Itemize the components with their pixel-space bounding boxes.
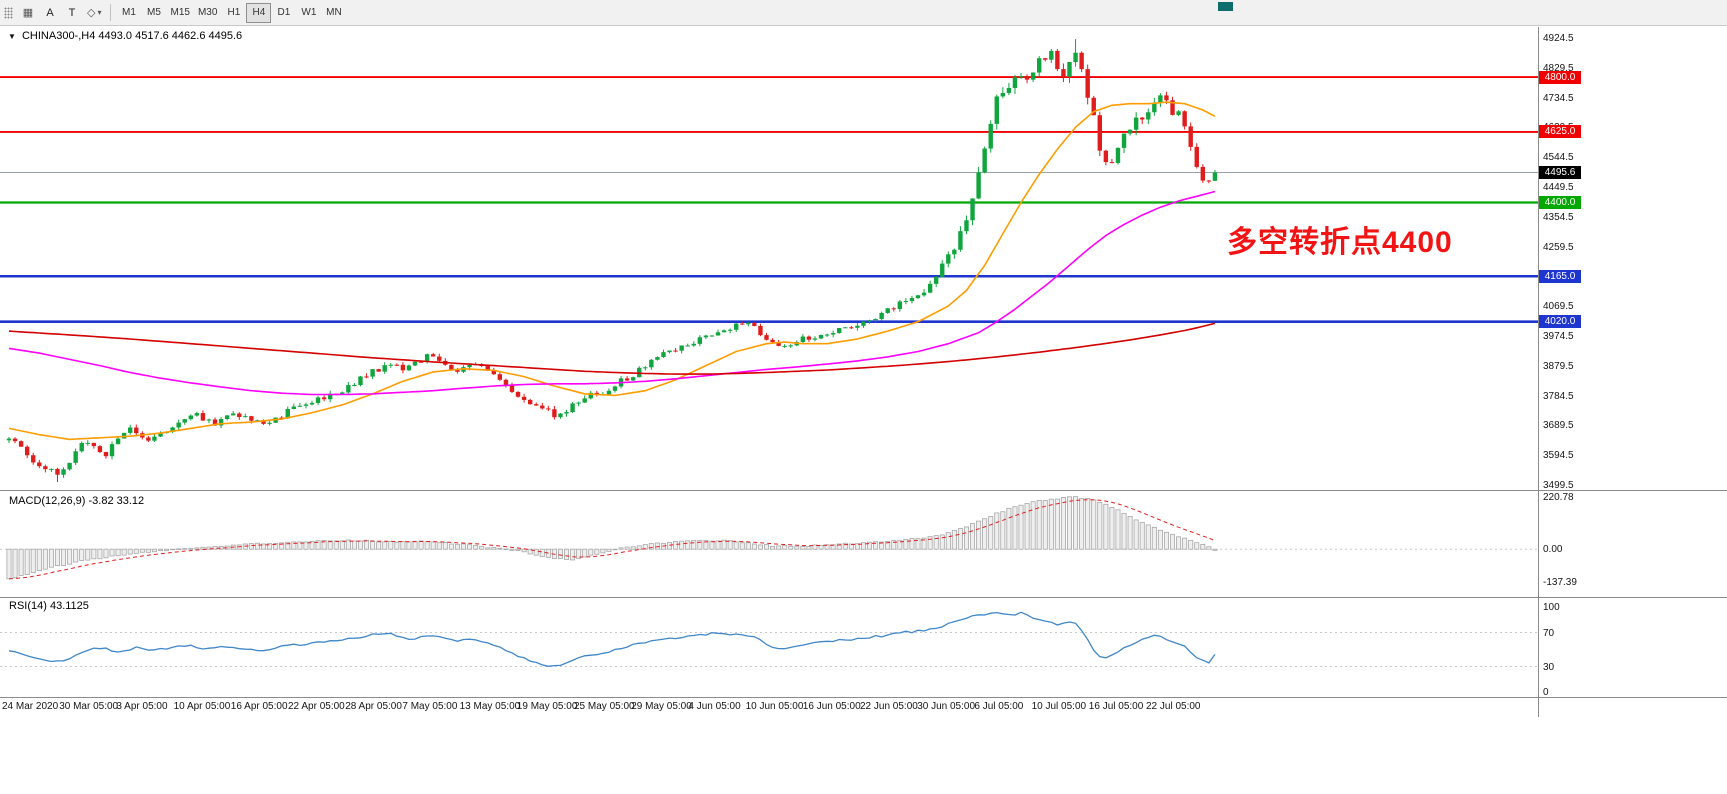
timeframe-button-MN[interactable]: MN — [321, 3, 346, 23]
price-axis-label: 3974.5 — [1543, 331, 1574, 342]
time-axis-label: 19 May 05:00 — [516, 701, 578, 712]
font-tool-label: A — [46, 6, 54, 19]
grid-icon: ▦ — [22, 7, 34, 19]
panel-borders — [0, 27, 1727, 717]
price-level-badge[interactable]: 4800.0 — [1539, 70, 1581, 84]
price-axis-label: 4924.5 — [1543, 33, 1574, 44]
moving-averages-layer — [8, 101, 1216, 441]
time-axis-label: 7 May 05:00 — [402, 701, 458, 712]
macd-title: MACD(12,26,9) -3.82 33.12 — [9, 495, 144, 507]
time-axis-label: 10 Jun 05:00 — [745, 701, 804, 712]
timeframe-button-M30[interactable]: M30 — [194, 3, 221, 23]
time-axis-label: 28 Apr 05:00 — [345, 701, 402, 712]
rsi-axis-label: 100 — [1543, 602, 1560, 613]
rsi-axis-label: 0 — [1543, 687, 1549, 698]
time-axis-label: 16 Jun 05:00 — [802, 701, 861, 712]
time-axis-label: 24 Mar 2020 — [2, 701, 59, 712]
tick-grid-button[interactable]: ▦ — [17, 3, 39, 23]
price-axis-label: 4449.5 — [1543, 182, 1574, 193]
macd-axis-label: 0.00 — [1543, 544, 1563, 556]
price-axis-label: 4544.5 — [1543, 152, 1574, 164]
timeframe-button-H1[interactable]: H1 — [221, 3, 246, 23]
time-axis-label: 10 Jul 05:00 — [1031, 701, 1087, 712]
timeframe-button-D1[interactable]: D1 — [271, 3, 296, 23]
price-axis-label: 4734.5 — [1543, 92, 1574, 104]
ohlc-values: 4493.0 4517.6 4462.6 4495.6 — [98, 30, 243, 42]
time-axis-label: 22 Jun 05:00 — [860, 701, 918, 712]
time-axis-label: 25 May 05:00 — [574, 701, 635, 712]
time-axis-label: 30 Mar 05:00 — [59, 701, 119, 712]
time-axis-label: 29 May 05:00 — [631, 701, 692, 712]
time-axis-label: 22 Apr 05:00 — [288, 701, 345, 712]
rsi-axis-label: 30 — [1543, 661, 1555, 673]
price-axis-label: 3499.5 — [1543, 480, 1574, 491]
text-tool-button[interactable]: T — [61, 3, 83, 23]
macd-signal-line — [8, 499, 1216, 580]
ma-slow — [8, 322, 1216, 375]
timeframe-button-H4[interactable]: H4 — [246, 2, 272, 23]
ma-mid — [8, 190, 1216, 396]
rsi-value: 43.1125 — [49, 600, 89, 612]
time-axis-label: 4 Jun 05:00 — [688, 701, 741, 712]
price-axis-label: 3784.5 — [1543, 390, 1574, 402]
rsi-line — [8, 611, 1216, 667]
timeframe-button-M15[interactable]: M15 — [166, 3, 193, 23]
rsi-layer — [8, 611, 1216, 667]
rsi-title: RSI(14) 43.1125 — [9, 600, 89, 612]
macd-label: MACD(12,26,9) — [9, 495, 86, 507]
shapes-icon: ◇ — [87, 7, 96, 19]
price-axis-label: 4829.5 — [1543, 62, 1574, 74]
font-tool-button[interactable]: A — [39, 3, 61, 23]
shapes-dropdown-button[interactable]: ◇ ▾ — [83, 3, 105, 23]
timeframe-group: M1 M5 M15 M30 H1 H4 D1 W1 MN — [116, 2, 346, 23]
time-axis-label: 30 Jun 05:00 — [917, 701, 976, 712]
time-axis-label: 10 Apr 05:00 — [173, 701, 231, 712]
level-lines — [0, 76, 1538, 324]
timeframe-button-M1[interactable]: M1 — [116, 3, 141, 23]
price-level-badge[interactable]: 4165.0 — [1539, 269, 1581, 283]
price-axis-label: 4354.5 — [1543, 211, 1574, 223]
time-axis-label: 6 Jul 05:00 — [974, 701, 1024, 712]
toolbar: ▦ A T ◇ ▾ M1 M5 M15 M30 H1 H4 D1 W1 MN — [0, 0, 1727, 26]
price-level-badge[interactable]: 4625.0 — [1539, 125, 1581, 139]
chevron-down-icon: ▾ — [97, 8, 102, 17]
text-tool-label: T — [68, 6, 76, 19]
current-price-badge: 4495.6 — [1539, 166, 1581, 179]
annotation-text: 多空转折点4400 — [1227, 226, 1453, 259]
price-axis-label: 3879.5 — [1543, 360, 1574, 372]
toolbar-separator — [110, 4, 112, 21]
price-axis-label: 4259.5 — [1543, 241, 1574, 253]
time-axis-label: 3 Apr 05:00 — [116, 701, 168, 712]
symbol-period-label: CHINA300-,H4 — [21, 30, 96, 42]
indicator-reference-lines — [0, 548, 1538, 667]
toolbar-drag-handle[interactable] — [4, 6, 13, 19]
rsi-axis-label: 70 — [1543, 627, 1555, 639]
rsi-label: RSI(14) — [9, 600, 47, 612]
candles-layer — [6, 39, 1218, 483]
price-axis-label: 3689.5 — [1543, 420, 1574, 432]
macd-values: -3.82 33.12 — [88, 495, 145, 507]
timeframe-button-W1[interactable]: W1 — [296, 3, 321, 23]
timeframe-button-M5[interactable]: M5 — [141, 3, 166, 23]
chart-shift-marker — [1218, 2, 1233, 11]
symbol-dropdown-icon[interactable]: ▼ — [8, 32, 16, 41]
macd-axis-label: -137.39 — [1543, 576, 1577, 588]
price-axis-label: 4069.5 — [1543, 301, 1574, 313]
macd-layer — [6, 496, 1218, 580]
time-axis-label: 16 Apr 05:00 — [230, 701, 288, 712]
macd-axis-label: 220.78 — [1543, 492, 1574, 503]
time-axis-label: 16 Jul 05:00 — [1088, 701, 1144, 712]
price-axis-label: 3594.5 — [1543, 450, 1574, 462]
ma-fast — [8, 101, 1216, 441]
price-level-badge[interactable]: 4020.0 — [1539, 315, 1581, 329]
price-level-badge[interactable]: 4400.0 — [1539, 196, 1581, 209]
time-axis-label: 22 Jul 05:00 — [1146, 701, 1201, 712]
time-axis-label: 13 May 05:00 — [459, 701, 521, 712]
chart-title: ▼ CHINA300-,H4 4493.0 4517.6 4462.6 4495… — [8, 30, 242, 42]
